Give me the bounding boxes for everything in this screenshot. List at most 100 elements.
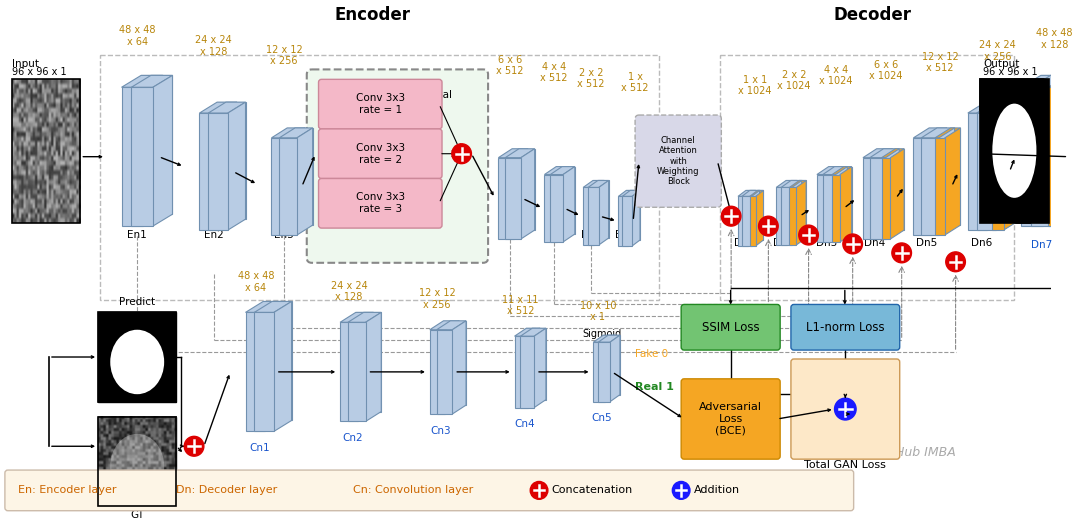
Text: 96 x 96 x 1: 96 x 96 x 1 [12,67,66,77]
Polygon shape [830,167,842,242]
Circle shape [834,398,857,420]
Polygon shape [840,167,851,242]
Polygon shape [515,336,528,407]
Polygon shape [632,190,640,246]
Circle shape [799,225,818,245]
Polygon shape [996,102,1014,230]
Text: En6: En6 [581,230,601,240]
Polygon shape [153,75,173,226]
Polygon shape [604,335,615,394]
Polygon shape [505,149,535,158]
Polygon shape [951,128,961,225]
Text: Predict: Predict [119,297,155,307]
Polygon shape [869,158,885,239]
Polygon shape [1043,75,1062,226]
Polygon shape [791,181,802,238]
Polygon shape [594,342,606,402]
Polygon shape [800,181,806,238]
Polygon shape [271,138,289,235]
Text: Conv 3x3
rate = 2: Conv 3x3 rate = 2 [356,143,405,165]
Polygon shape [748,190,756,246]
Polygon shape [358,312,373,421]
Text: Output: Output [983,59,1019,70]
Text: Atrous Convolutional
Block: Atrous Convolutional Block [343,90,452,112]
Bar [98,312,177,402]
Polygon shape [985,102,1006,219]
Text: 96 x 96 x 1: 96 x 96 x 1 [983,67,1038,77]
Polygon shape [992,113,1003,230]
Polygon shape [895,149,904,230]
Polygon shape [606,335,615,402]
Polygon shape [142,75,163,214]
Text: Cn3: Cn3 [431,426,451,436]
Polygon shape [885,149,899,239]
Polygon shape [583,187,594,245]
Circle shape [946,252,966,272]
Text: Dn7: Dn7 [1031,240,1053,250]
Polygon shape [968,102,1006,113]
Polygon shape [550,167,575,174]
Polygon shape [832,174,840,242]
Polygon shape [834,167,847,234]
Polygon shape [121,87,143,226]
Polygon shape [1031,87,1053,226]
Polygon shape [776,181,796,187]
Polygon shape [623,196,632,246]
Polygon shape [366,312,382,421]
Polygon shape [208,102,245,113]
Polygon shape [520,336,534,407]
Text: Encoder: Encoder [334,6,411,24]
Bar [980,79,1048,223]
Polygon shape [1022,75,1062,87]
Text: 24 x 24
x 128: 24 x 24 x 128 [330,281,368,303]
Polygon shape [756,190,763,246]
Text: Conv 3x3
rate = 1: Conv 3x3 rate = 1 [356,93,405,115]
Polygon shape [944,128,961,235]
Circle shape [843,234,863,254]
Text: Cn5: Cn5 [592,414,612,424]
Text: 48 x 48
x 64: 48 x 48 x 64 [119,25,155,47]
FancyBboxPatch shape [5,470,853,511]
Polygon shape [545,167,569,174]
Polygon shape [823,174,835,242]
Polygon shape [781,181,802,187]
Polygon shape [430,321,459,330]
Polygon shape [594,335,615,342]
Polygon shape [208,113,228,230]
Circle shape [672,482,690,499]
Polygon shape [363,312,382,412]
FancyBboxPatch shape [318,129,442,179]
Polygon shape [550,174,563,242]
Polygon shape [519,149,535,230]
Text: Dn: Decoder layer: Dn: Decoder layer [177,485,278,496]
Polygon shape [446,321,459,414]
Text: 11 x 11
x 512: 11 x 11 x 512 [502,295,538,317]
Text: En5: En5 [544,230,564,240]
Polygon shape [265,302,283,431]
Polygon shape [623,190,640,196]
Polygon shape [913,138,932,235]
Text: Dn2: Dn2 [773,238,794,248]
Polygon shape [280,128,313,138]
Polygon shape [749,190,763,196]
Polygon shape [340,322,358,421]
Polygon shape [932,128,947,235]
Polygon shape [758,190,763,240]
Polygon shape [749,196,756,246]
Polygon shape [610,335,620,402]
Text: Channel
Attention
with
Weighting
Block: Channel Attention with Weighting Block [657,136,699,186]
Polygon shape [295,128,313,225]
Text: Dn3: Dn3 [816,238,837,248]
Text: Real 1: Real 1 [635,382,674,392]
Polygon shape [1048,87,1061,226]
Polygon shape [430,330,446,414]
Polygon shape [1010,102,1022,219]
Text: 48 x 48
x 128: 48 x 48 x 128 [1037,28,1072,50]
Polygon shape [1061,75,1072,226]
Polygon shape [534,328,546,407]
Polygon shape [746,190,756,240]
Text: 10 x 10
x 1: 10 x 10 x 1 [580,301,616,322]
Polygon shape [444,321,459,405]
Text: L1-norm Loss: L1-norm Loss [806,321,884,334]
Polygon shape [289,128,304,235]
